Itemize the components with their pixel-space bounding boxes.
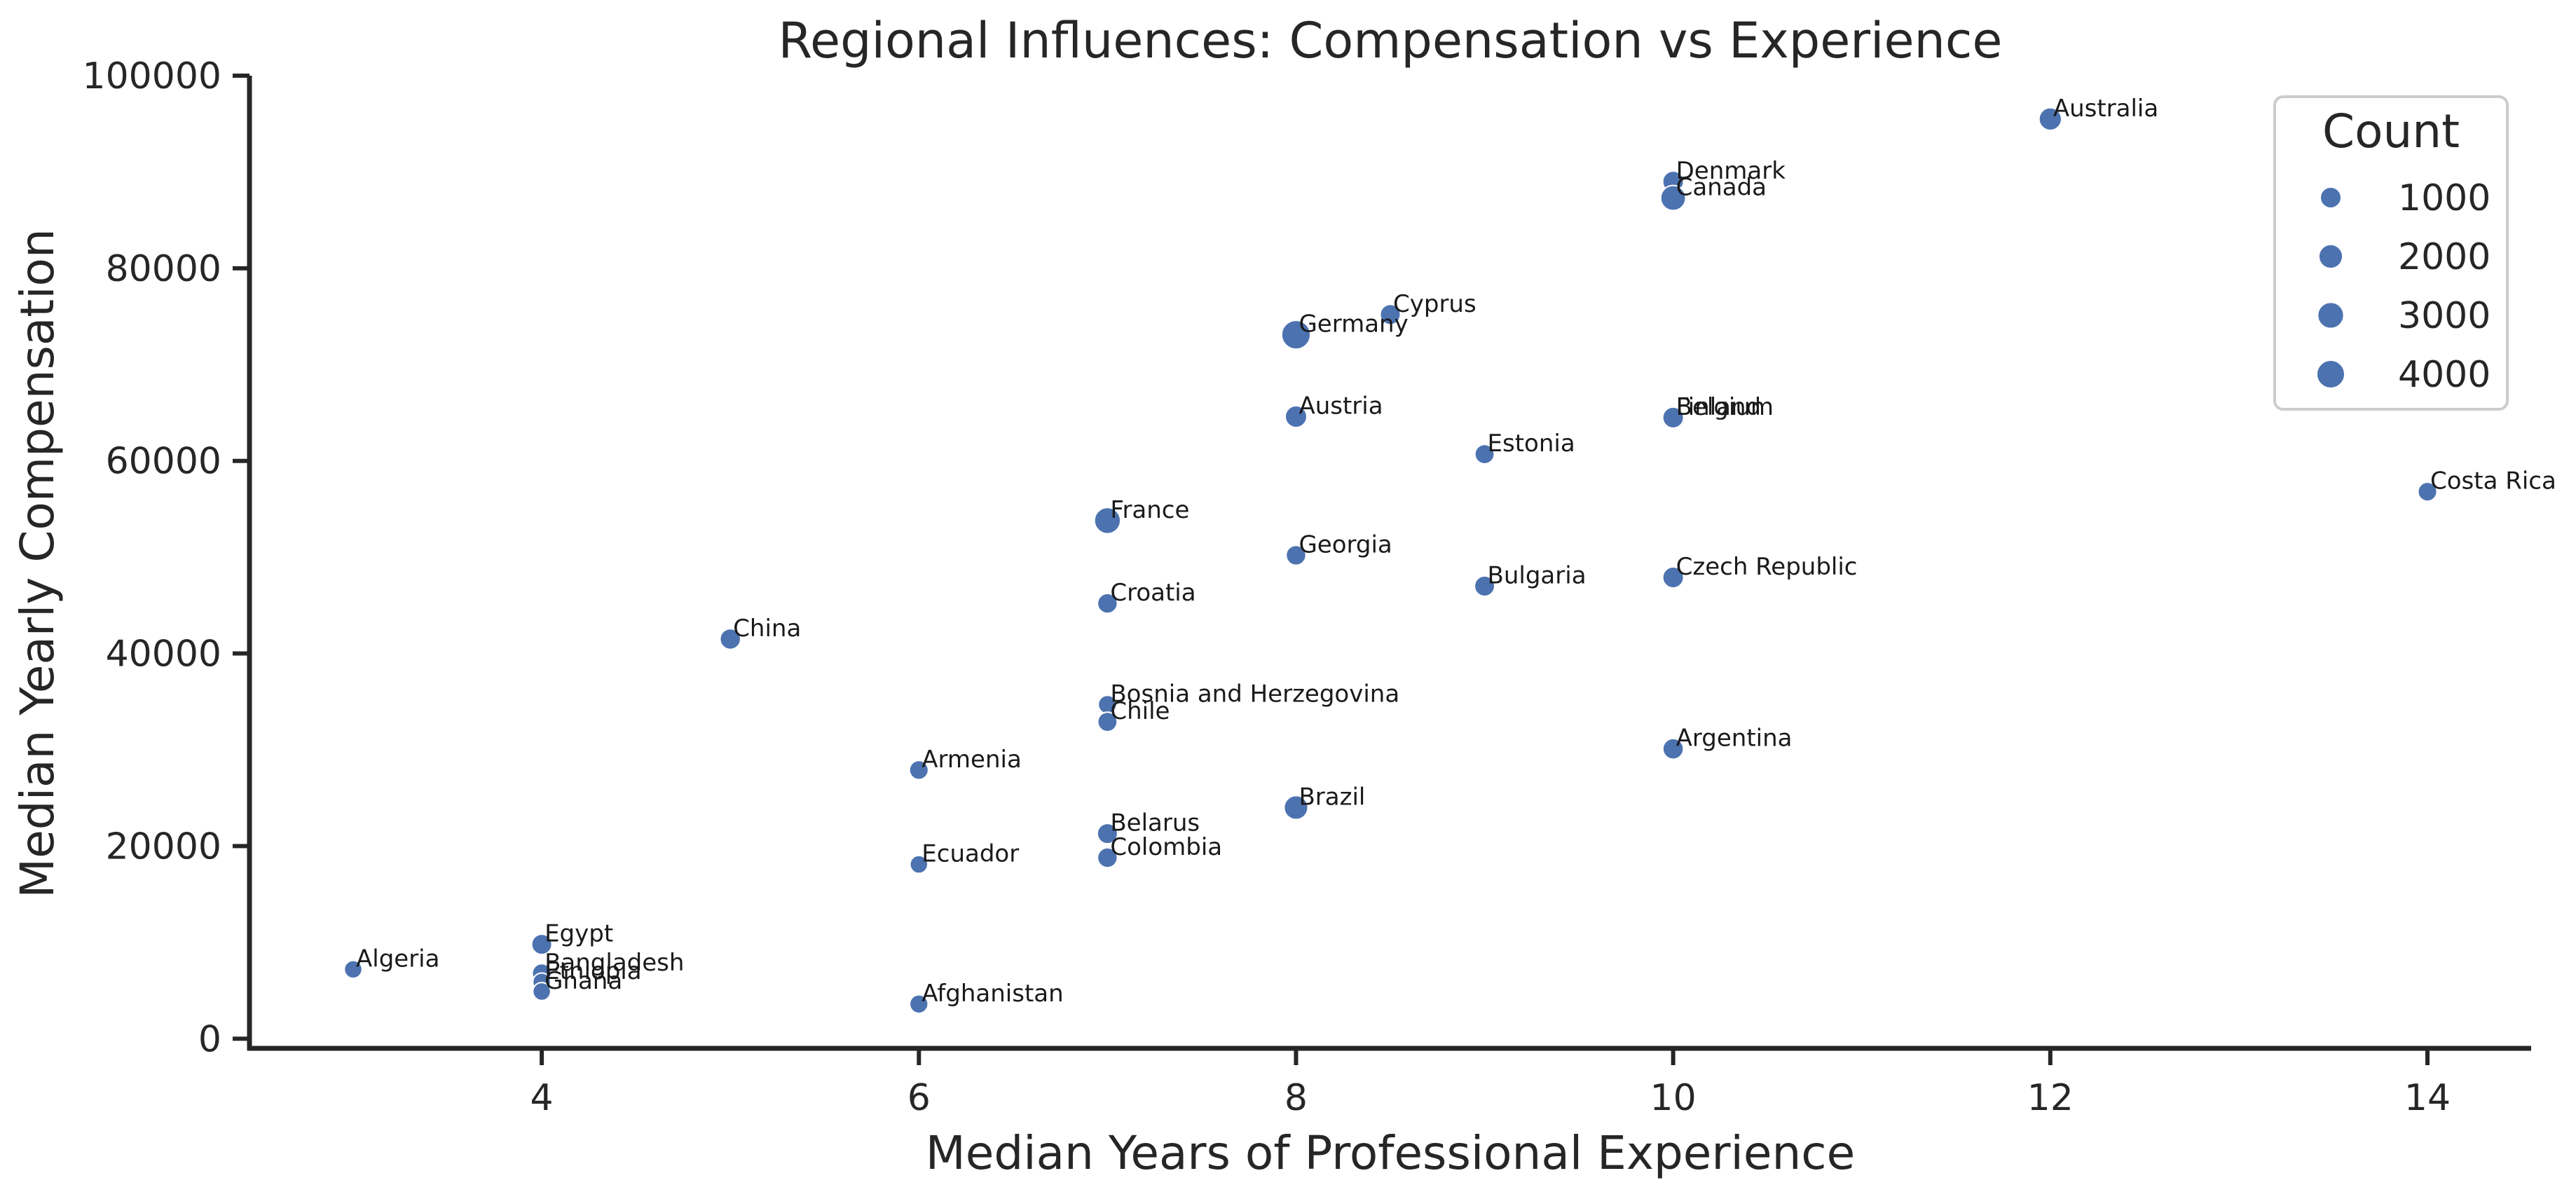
data-point bbox=[1474, 575, 1496, 597]
x-tick-label: 8 bbox=[1284, 1077, 1308, 1119]
data-point bbox=[909, 994, 929, 1014]
point-label: Algeria bbox=[356, 945, 439, 973]
legend-marker bbox=[2316, 359, 2345, 389]
data-point bbox=[1285, 544, 1307, 566]
point-label: Ecuador bbox=[922, 840, 1019, 868]
data-point bbox=[343, 959, 363, 980]
x-tick-label: 4 bbox=[530, 1077, 554, 1119]
data-point bbox=[1280, 320, 1312, 350]
point-label: Belgium bbox=[1676, 393, 1774, 421]
point-label: Estonia bbox=[1488, 430, 1575, 458]
point-label: Bulgaria bbox=[1488, 561, 1587, 589]
data-point bbox=[1097, 711, 1118, 732]
data-point bbox=[1662, 737, 1685, 760]
y-axis-label: Median Yearly Compensation bbox=[11, 228, 64, 898]
point-label: Australia bbox=[2053, 95, 2158, 123]
data-point bbox=[2417, 481, 2438, 502]
y-tick-label: 20000 bbox=[106, 825, 221, 868]
point-label: Cyprus bbox=[1393, 290, 1477, 318]
point-label: Costa Rica bbox=[2430, 467, 2556, 495]
point-label: Croatia bbox=[1110, 579, 1195, 607]
point-label: Armenia bbox=[922, 746, 1022, 774]
axes: 0 20000 40000 60000 80000 100000 4 6 8 10 12 14 bbox=[82, 55, 2531, 1119]
point-label: Ghana bbox=[544, 967, 622, 995]
legend-box bbox=[2273, 95, 2509, 411]
data-point bbox=[1097, 592, 1118, 615]
legend-marker bbox=[2317, 243, 2344, 270]
point-label: Finland bbox=[1676, 393, 1762, 421]
data-point bbox=[909, 854, 929, 875]
point-label: Bosnia and Herzegovina bbox=[1110, 680, 1399, 708]
data-point bbox=[1474, 444, 1495, 465]
chart-title: Regional Influences: Compensation vs Exp… bbox=[779, 12, 2003, 69]
y-tick-label: 40000 bbox=[106, 633, 221, 676]
point-label: Argentina bbox=[1676, 725, 1793, 753]
x-tick-label: 6 bbox=[907, 1077, 931, 1119]
y-tick-label: 0 bbox=[198, 1018, 221, 1060]
point-label: Chile bbox=[1110, 697, 1170, 725]
point-label: Canada bbox=[1676, 174, 1767, 202]
legend-entry-label: 3000 bbox=[2398, 295, 2491, 337]
data-point bbox=[719, 628, 741, 650]
data-point bbox=[1662, 406, 1685, 429]
data-point bbox=[1659, 184, 1687, 212]
y-tick-label: 80000 bbox=[106, 248, 221, 290]
point-label: China bbox=[733, 615, 801, 643]
point-label: Denmark bbox=[1676, 157, 1786, 185]
point-label: Czech Republic bbox=[1676, 553, 1858, 581]
y-tick-label: 60000 bbox=[106, 441, 221, 483]
point-label: Colombia bbox=[1110, 833, 1222, 861]
legend-title: Count bbox=[2322, 104, 2460, 158]
point-label: Egypt bbox=[544, 920, 613, 948]
x-tick-label: 10 bbox=[1650, 1077, 1697, 1119]
y-tick-label: 100000 bbox=[82, 55, 221, 97]
data-point bbox=[1379, 303, 1402, 326]
legend-entry-label: 2000 bbox=[2398, 236, 2491, 278]
data-point bbox=[908, 760, 929, 781]
data-point bbox=[530, 933, 553, 956]
point-label: Austria bbox=[1299, 392, 1383, 420]
data-point bbox=[1284, 405, 1308, 428]
legend-entry-label: 1000 bbox=[2398, 177, 2491, 219]
legend: Count 1000 2000 3000 4000 bbox=[2273, 95, 2509, 411]
data-point bbox=[1097, 847, 1118, 869]
point-label: France bbox=[1110, 496, 1189, 524]
x-axis-label: Median Years of Professional Experience bbox=[926, 1126, 1855, 1180]
data-point bbox=[1093, 507, 1122, 535]
point-label: Afghanistan bbox=[922, 980, 1063, 1008]
legend-marker bbox=[2317, 301, 2345, 329]
point-label: Ethiopia bbox=[544, 957, 641, 985]
data-point bbox=[1662, 566, 1685, 589]
legend-marker bbox=[2320, 186, 2342, 209]
data-point bbox=[1096, 823, 1118, 845]
point-label: Germany bbox=[1299, 310, 1408, 338]
data-point bbox=[532, 982, 551, 1001]
legend-entry-label: 4000 bbox=[2398, 354, 2491, 396]
point-label: Brazil bbox=[1299, 783, 1365, 811]
point-label: Georgia bbox=[1299, 530, 1392, 559]
data-point bbox=[2038, 107, 2062, 131]
x-tick-label: 14 bbox=[2404, 1077, 2451, 1119]
data-point bbox=[1283, 795, 1309, 821]
data-points bbox=[343, 107, 2438, 1014]
x-tick-label: 12 bbox=[2027, 1077, 2074, 1119]
point-label: Bangladesh bbox=[544, 949, 684, 977]
point-label: Belarus bbox=[1110, 809, 1200, 837]
